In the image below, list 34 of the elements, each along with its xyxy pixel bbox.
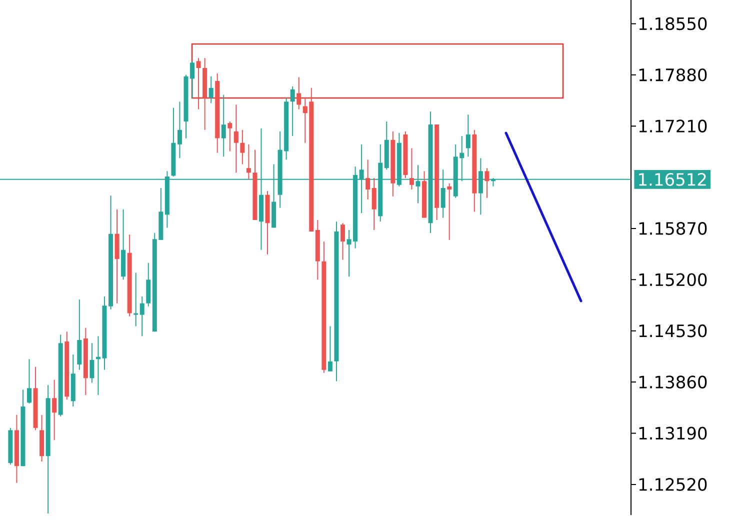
candlestick [134, 272, 138, 327]
candlestick [177, 101, 182, 159]
candlestick [466, 114, 470, 158]
candlestick [140, 296, 144, 337]
candlestick [328, 326, 332, 372]
candlestick [246, 144, 251, 180]
candlestick [228, 120, 232, 152]
candlestick [26, 358, 32, 404]
y-tick-label: 1.13860 [639, 376, 707, 388]
candlestick [296, 76, 302, 110]
y-tick-label: 1.15200 [639, 273, 707, 286]
y-tick-label: 1.15870 [639, 222, 707, 235]
ref-line-label: 1.16512 [639, 172, 706, 186]
candlestick [366, 159, 370, 200]
y-tick-label: 1.13190 [639, 426, 707, 440]
y-tick-label: 1.17880 [639, 68, 707, 82]
candlestick [290, 86, 295, 137]
candlestick [340, 222, 346, 260]
candlestick [240, 129, 245, 165]
candlestick [409, 148, 414, 190]
y-tick-label: 1.14530 [639, 324, 707, 338]
y-tick-label: 1.12520 [639, 478, 707, 491]
candlestick [221, 94, 226, 158]
candlestick [146, 262, 151, 307]
y-tick-label: 1.17210 [639, 120, 707, 132]
candlestick [372, 178, 376, 230]
candlestick [447, 182, 452, 240]
candlestick [484, 168, 490, 198]
y-tick-label: 1.18550 [639, 17, 707, 30]
candlestick [196, 58, 201, 110]
candlestick [234, 104, 238, 174]
candlestick [90, 342, 94, 384]
candlestick [52, 379, 57, 441]
candlestick [208, 76, 214, 104]
